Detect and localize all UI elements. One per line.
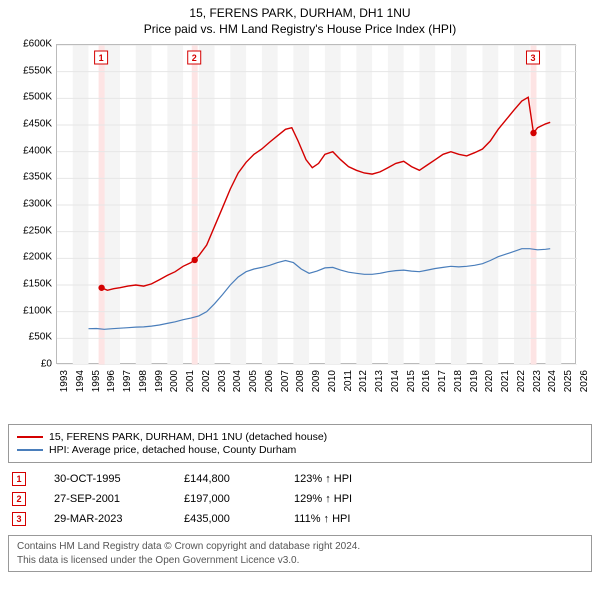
sale-row: 2 27-SEP-2001 £197,000 129% ↑ HPI (8, 489, 592, 509)
x-tick-label: 2001 (185, 370, 196, 410)
y-tick-label: £150K (8, 279, 52, 290)
x-tick-label: 2015 (406, 370, 417, 410)
sale-hpi: 111% ↑ HPI (294, 513, 414, 525)
sale-marker-3: 3 (12, 512, 26, 526)
chart-svg: 1 2 3 (57, 45, 577, 365)
y-tick-label: £100K (8, 305, 52, 316)
y-tick-label: £450K (8, 119, 52, 130)
sale-hpi: 123% ↑ HPI (294, 473, 414, 485)
legend-row: HPI: Average price, detached house, Coun… (17, 444, 583, 456)
sale-date: 29-MAR-2023 (54, 513, 184, 525)
x-tick-label: 2026 (579, 370, 590, 410)
y-tick-label: £50K (8, 332, 52, 343)
y-tick-label: £250K (8, 225, 52, 236)
legend-label-series-1: HPI: Average price, detached house, Coun… (49, 444, 296, 456)
x-tick-label: 2023 (532, 370, 543, 410)
x-tick-label: 2014 (390, 370, 401, 410)
legend-swatch-series-1 (17, 449, 43, 451)
x-tick-label: 2019 (469, 370, 480, 410)
x-tick-label: 2011 (343, 370, 354, 410)
x-tick-label: 2021 (500, 370, 511, 410)
x-tick-label: 1997 (122, 370, 133, 410)
legend-label-series-0: 15, FERENS PARK, DURHAM, DH1 1NU (detach… (49, 431, 327, 443)
y-tick-label: £300K (8, 199, 52, 210)
legend-row: 15, FERENS PARK, DURHAM, DH1 1NU (detach… (17, 431, 583, 443)
x-tick-label: 1993 (59, 370, 70, 410)
title-address: 15, FERENS PARK, DURHAM, DH1 1NU (8, 6, 592, 20)
title-subtitle: Price paid vs. HM Land Registry's House … (8, 22, 592, 36)
sale-date: 30-OCT-1995 (54, 473, 184, 485)
y-tick-label: £550K (8, 65, 52, 76)
x-tick-label: 2007 (280, 370, 291, 410)
plot-box: 1 2 3 (56, 44, 576, 364)
x-tick-label: 2025 (563, 370, 574, 410)
x-tick-label: 2003 (217, 370, 228, 410)
x-tick-label: 1996 (106, 370, 117, 410)
legend-swatch-series-0 (17, 436, 43, 438)
y-tick-label: £200K (8, 252, 52, 263)
y-tick-label: £500K (8, 92, 52, 103)
y-tick-label: £600K (8, 39, 52, 50)
sale-price: £197,000 (184, 493, 294, 505)
legend-box: 15, FERENS PARK, DURHAM, DH1 1NU (detach… (8, 424, 592, 463)
x-tick-label: 2020 (484, 370, 495, 410)
y-tick-label: £400K (8, 145, 52, 156)
x-tick-label: 2017 (437, 370, 448, 410)
x-tick-label: 2005 (248, 370, 259, 410)
svg-text:1: 1 (99, 53, 104, 63)
sale-marker-1: 1 (12, 472, 26, 486)
x-tick-label: 1998 (138, 370, 149, 410)
sale-hpi: 129% ↑ HPI (294, 493, 414, 505)
x-tick-label: 2002 (201, 370, 212, 410)
x-tick-label: 2018 (453, 370, 464, 410)
x-tick-label: 2008 (295, 370, 306, 410)
x-tick-label: 1995 (91, 370, 102, 410)
x-tick-label: 2022 (516, 370, 527, 410)
x-tick-label: 2010 (327, 370, 338, 410)
x-tick-label: 2006 (264, 370, 275, 410)
sales-table: 1 30-OCT-1995 £144,800 123% ↑ HPI 2 27-S… (8, 469, 592, 529)
sale-price: £435,000 (184, 513, 294, 525)
footer-box: Contains HM Land Registry data © Crown c… (8, 535, 592, 572)
x-tick-label: 1999 (154, 370, 165, 410)
footer-line-1: Contains HM Land Registry data © Crown c… (17, 540, 583, 554)
sale-marker-2: 2 (12, 492, 26, 506)
sale-row: 1 30-OCT-1995 £144,800 123% ↑ HPI (8, 469, 592, 489)
sale-date: 27-SEP-2001 (54, 493, 184, 505)
y-tick-label: £0 (8, 359, 52, 370)
title-block: 15, FERENS PARK, DURHAM, DH1 1NU Price p… (8, 6, 592, 36)
x-tick-label: 2009 (311, 370, 322, 410)
footer-line-2: This data is licensed under the Open Gov… (17, 554, 583, 568)
x-tick-label: 2016 (421, 370, 432, 410)
x-tick-label: 1994 (75, 370, 86, 410)
sale-row: 3 29-MAR-2023 £435,000 111% ↑ HPI (8, 509, 592, 529)
sale-price: £144,800 (184, 473, 294, 485)
svg-text:3: 3 (531, 53, 536, 63)
x-tick-label: 2012 (358, 370, 369, 410)
svg-text:2: 2 (192, 53, 197, 63)
x-tick-label: 2000 (169, 370, 180, 410)
x-tick-label: 2013 (374, 370, 385, 410)
page-root: 15, FERENS PARK, DURHAM, DH1 1NU Price p… (0, 0, 600, 578)
chart-area: £0 £50K £100K £150K £200K £250K £300K £350K £400… (8, 40, 592, 420)
y-tick-label: £350K (8, 172, 52, 183)
x-tick-label: 2024 (547, 370, 558, 410)
x-tick-label: 2004 (232, 370, 243, 410)
